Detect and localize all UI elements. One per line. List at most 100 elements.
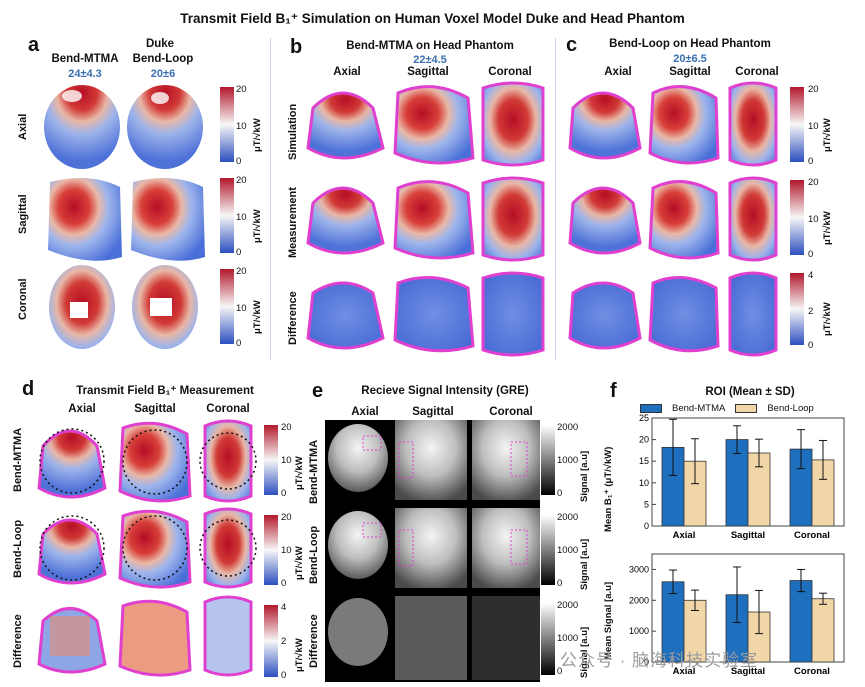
c-sim-coronal [728, 81, 778, 167]
e-mtma-coronal [472, 420, 540, 500]
d-cbar1-unit: μT/√kW [294, 456, 305, 490]
y-tick-label: 5 [644, 499, 649, 509]
a-cbar2-unit: μT/√kW [252, 209, 263, 243]
panel-e-row-difference: Difference [308, 614, 320, 668]
a-cbar1-unit: μT/√kW [252, 118, 263, 152]
duke-sagittal-loop [131, 178, 205, 261]
panel-b-stat: 22±4.5 [413, 54, 447, 66]
d-cbar1-tick-top: 20 [281, 422, 292, 433]
bar-loop-coronal [811, 598, 835, 663]
figure-title: Transmit Field B₁⁺ Simulation on Human V… [180, 11, 685, 26]
a-cbar1-tick-mid: 10 [236, 121, 247, 132]
d-cbar2-tick-bot: 0 [281, 578, 287, 589]
d-mtma-sagittal [118, 421, 192, 503]
panel-a-maps [44, 85, 205, 349]
x-tick-label: Coronal [794, 666, 830, 677]
e-loop-axial [328, 511, 388, 579]
c-meas-axial [568, 186, 642, 255]
x-tick-label: Axial [673, 666, 696, 677]
d-cbar1-tick-bot: 0 [281, 488, 287, 499]
panel-b-maps [306, 81, 545, 357]
duke-coronal-mtma [49, 265, 115, 349]
d-cbar1-tick-mid: 10 [281, 455, 292, 466]
panel-a-row-axial: Axial [17, 113, 29, 140]
panel-d-col-sagittal: Sagittal [134, 403, 176, 415]
panel-d-row-loop: Bend-Loop [12, 519, 24, 578]
b-meas-sagittal [393, 180, 475, 260]
e-cbar1-unit: Signal [a.u] [579, 450, 590, 502]
a-cbar3-unit: μT/√kW [252, 300, 263, 334]
c-meas-sagittal [648, 180, 720, 260]
panel-a-col-2: Bend-Loop [132, 53, 194, 65]
e-cbar2-tick-top: 2000 [557, 512, 579, 523]
panel-e-label: e [312, 380, 324, 402]
panel-b-subtitle: Bend-MTMA on Head Phantom [346, 40, 514, 52]
a-cbar1-tick-bot: 0 [236, 156, 242, 167]
panel-d-col-axial: Axial [68, 403, 96, 415]
panel-c-label: c [566, 34, 578, 56]
a-cbar3-tick-mid: 10 [236, 303, 247, 314]
c-diff-coronal [728, 271, 778, 357]
e-cbar2-unit: Signal [a.u] [579, 538, 590, 590]
y-tick-label: 3000 [629, 564, 649, 574]
d-loop-axial [37, 515, 107, 585]
c-diff-axial [568, 281, 642, 350]
e-cbar3-tick-top: 2000 [557, 600, 579, 611]
c-cbar2-tick-bot: 0 [808, 249, 814, 260]
y-tick-label: 0 [644, 657, 649, 667]
c-sim-axial [568, 91, 642, 160]
panel-b-col-sagittal: Sagittal [407, 66, 449, 78]
panel-e-row-loop: Bend-Loop [308, 525, 320, 584]
d-loop-sagittal [118, 509, 192, 589]
d-cbar2-tick-top: 20 [281, 512, 292, 523]
d-mtma-coronal [199, 419, 257, 503]
d-cbar2-tick-mid: 10 [281, 545, 292, 556]
panel-a-row-sagittal: Sagittal [17, 194, 29, 234]
e-loop-coronal [472, 508, 540, 588]
c-cbar2-unit: μT/√kW [822, 211, 833, 245]
e-diff-coronal [472, 596, 540, 680]
panel-d-subtitle: Transmit Field B₁⁺ Measurement [76, 385, 254, 397]
panel-d-colorbars [264, 425, 278, 677]
panel-f-subtitle: ROI (Mean ± SD) [705, 386, 795, 398]
legend-label-mtma: Bend-MTMA [672, 403, 726, 414]
legend-swatch-mtma [640, 404, 662, 413]
panel-e-colorbars [541, 425, 555, 675]
c-cbar3-tick-bot: 0 [808, 340, 814, 351]
a-cbar2-tick-top: 20 [236, 175, 247, 186]
b-sim-sagittal [393, 85, 475, 165]
panel-a-col-1: Bend-MTMA [51, 53, 119, 65]
b-meas-axial [306, 186, 385, 255]
panel-d-label: d [22, 378, 35, 400]
panel-f-legend: Bend-MTMA Bend-Loop [640, 403, 814, 414]
panel-d-maps [37, 419, 257, 677]
c-diff-sagittal [648, 276, 720, 353]
legend-label-loop: Bend-Loop [767, 403, 814, 414]
panel-c-col-axial: Axial [604, 66, 632, 78]
c-cbar1-tick-top: 20 [808, 84, 819, 95]
panel-a-subtitle: Duke [145, 38, 175, 50]
c-cbar3-tick-mid: 2 [808, 306, 814, 317]
f-top-ylabel: Mean B₁⁺ (μT/√kW) [603, 446, 614, 532]
watermark: 公众号 · 脑海科技实验室 [560, 651, 759, 670]
c-cbar2-tick-mid: 10 [808, 214, 819, 225]
y-tick-label: 10 [639, 478, 649, 488]
d-cbar3-tick-bot: 0 [281, 670, 287, 681]
x-tick-label: Coronal [794, 530, 830, 541]
panel-c-colorbars [790, 87, 804, 345]
c-cbar2-tick-top: 20 [808, 177, 819, 188]
x-tick-label: Sagittal [731, 666, 765, 677]
panel-b-col-coronal: Coronal [488, 66, 532, 78]
c-sim-sagittal [648, 85, 720, 165]
panel-c-maps [568, 81, 778, 357]
panel-a-stat-2: 20±6 [150, 68, 176, 80]
panel-d-row-mtma: Bend-MTMA [12, 427, 24, 492]
bar-mtma-coronal [789, 580, 813, 663]
panel-f-bottom-chart: 0 1000 2000 3000 Axial Sagittal Coronal [629, 553, 845, 677]
duke-sagittal-mtma [48, 178, 122, 261]
e-cbar2-tick-bot: 0 [557, 578, 563, 589]
panel-c-stat: 20±6.5 [673, 53, 707, 65]
e-cbar1-tick-mid: 1000 [557, 455, 579, 466]
b-diff-axial [306, 281, 385, 350]
c-cbar1-tick-mid: 10 [808, 121, 819, 132]
